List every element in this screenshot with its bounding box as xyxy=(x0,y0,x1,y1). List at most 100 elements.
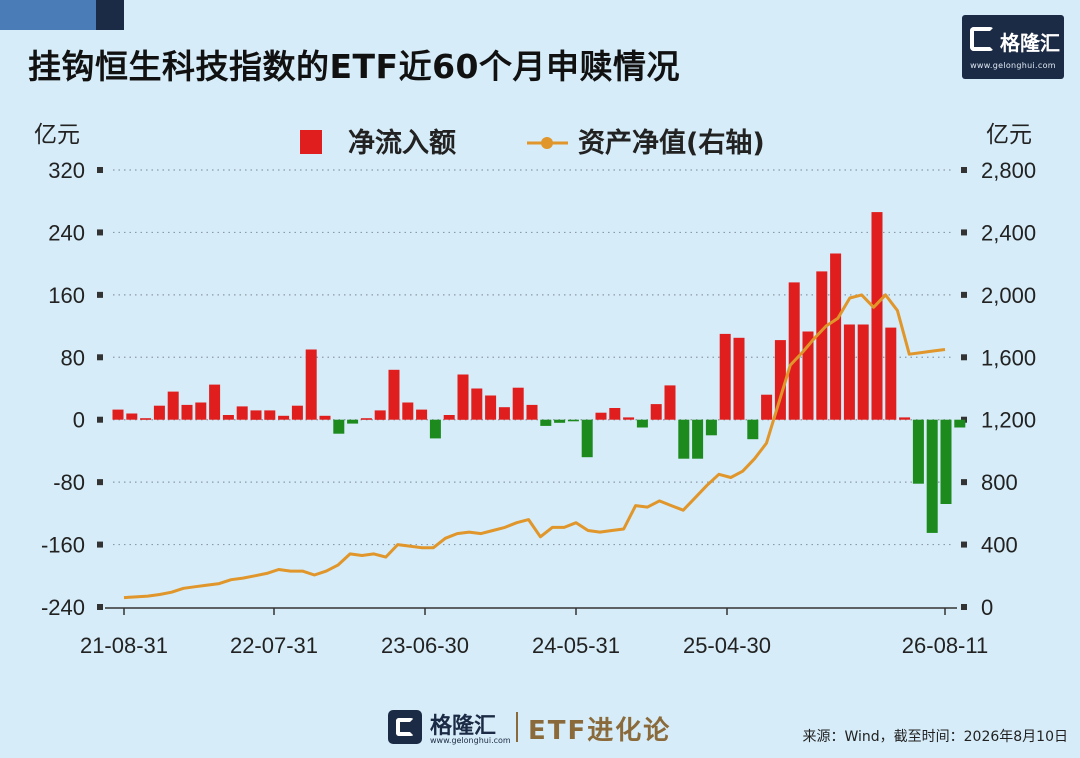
right-tick-mark xyxy=(961,354,967,361)
legend-bar-swatch xyxy=(300,130,322,154)
logo-name: 格隆汇 xyxy=(1000,31,1060,55)
inflow-bar xyxy=(885,327,897,420)
outflow-bar xyxy=(678,419,690,459)
inflow-bar xyxy=(761,394,773,420)
inflow-bar xyxy=(250,410,262,420)
left-tick-label: -80 xyxy=(53,470,85,495)
inflow-bar xyxy=(402,402,414,420)
outflow-bar xyxy=(912,419,924,484)
right-tick-label: 1,600 xyxy=(981,345,1036,370)
right-tick-mark xyxy=(961,291,967,298)
left-tick-label: 80 xyxy=(61,345,85,370)
x-tick-label: 26-08-11 xyxy=(902,633,988,658)
inflow-bar xyxy=(788,282,800,420)
inflow-bar xyxy=(153,405,165,420)
inflow-bar xyxy=(595,412,607,420)
x-tick-label: 23-06-30 xyxy=(381,633,469,658)
inflow-bar xyxy=(485,395,497,420)
legend-line-marker xyxy=(541,137,553,149)
inflow-bar xyxy=(209,384,221,420)
footer-logo-name: 格隆汇 xyxy=(430,714,497,739)
inflow-bar xyxy=(291,405,303,420)
right-tick-mark xyxy=(961,167,967,173)
outflow-bar xyxy=(954,419,966,428)
inflow-bar xyxy=(457,374,469,420)
inflow-bar xyxy=(360,418,372,420)
inflow-bar xyxy=(899,417,911,420)
inflow-bar xyxy=(126,413,138,420)
right-tick-label: 2,400 xyxy=(981,220,1036,245)
outflow-bar xyxy=(636,419,648,428)
outflow-bar xyxy=(940,419,952,504)
legend-bar-label: 净流入额 xyxy=(348,128,456,159)
inflow-bar xyxy=(664,385,676,420)
left-tick-mark xyxy=(97,479,103,486)
inflow-bar xyxy=(236,406,248,420)
right-tick-label: 400 xyxy=(981,533,1018,558)
outflow-bar xyxy=(692,419,704,459)
outflow-bar xyxy=(926,419,938,533)
right-tick-label: 2,800 xyxy=(981,158,1036,183)
inflow-bar xyxy=(140,418,152,420)
outflow-bar xyxy=(747,419,759,440)
outflow-bar xyxy=(347,419,359,424)
x-tick-label: 21-08-31 xyxy=(80,633,168,658)
inflow-bar xyxy=(471,388,483,420)
inflow-bar xyxy=(526,404,538,420)
right-tick-label: 1,200 xyxy=(981,408,1036,433)
left-tick-mark xyxy=(97,541,103,548)
brand-logo: 格隆汇 www.gelonghui.com xyxy=(962,15,1064,79)
inflow-bar xyxy=(623,417,635,420)
inflow-bar xyxy=(512,387,524,420)
outflow-bar xyxy=(705,419,717,436)
left-tick-mark xyxy=(97,167,103,173)
left-tick-mark xyxy=(97,229,103,236)
footer-divider xyxy=(516,712,518,742)
left-tick-mark xyxy=(97,416,103,423)
logo-g-icon xyxy=(970,27,994,51)
page-title: 挂钩恒生科技指数的ETF近60个月申赎情况 xyxy=(28,47,681,86)
footer-logo-url: www.gelonghui.com xyxy=(430,736,511,745)
inflow-bar xyxy=(816,271,828,420)
left-tick-label: 320 xyxy=(48,158,85,183)
right-tick-label: 800 xyxy=(981,470,1018,495)
right-axis-unit: 亿元 xyxy=(986,122,1032,148)
inflow-bar xyxy=(650,404,662,420)
inflow-bar xyxy=(416,409,428,420)
footer-g-icon xyxy=(388,710,422,744)
source-note: 来源：Wind，截至时间：2026年8月10日 xyxy=(802,729,1068,745)
inflow-bar xyxy=(857,324,869,420)
inflow-bar xyxy=(167,391,179,420)
right-tick-mark xyxy=(961,541,967,548)
right-tick-label: 2,000 xyxy=(981,283,1036,308)
inflow-bar xyxy=(733,337,745,420)
inflow-bar xyxy=(719,333,731,420)
inflow-bar xyxy=(112,409,124,420)
right-tick-mark xyxy=(961,479,967,486)
outflow-bar xyxy=(567,419,579,422)
inflow-bar xyxy=(802,331,814,420)
inflow-bar xyxy=(374,410,386,420)
nav-line xyxy=(123,293,946,600)
footer-brand: ETF进化论 xyxy=(528,716,672,746)
inflow-bar xyxy=(278,415,290,420)
outflow-bar xyxy=(429,419,441,439)
footer-logo: 格隆汇 www.gelonghui.com ETF进化论 xyxy=(388,706,718,746)
inflow-bar xyxy=(830,253,842,420)
left-tick-label: 0 xyxy=(73,408,85,433)
right-tick-label: 0 xyxy=(981,595,993,620)
left-tick-label: -240 xyxy=(41,595,85,620)
chart: 320 2,800 240 2,400 160 2,000 80 1,600 0 1,200 -80… xyxy=(34,122,1036,658)
legend-line-label: 资产净值(右轴) xyxy=(578,128,765,159)
outflow-bar xyxy=(581,419,593,458)
inflow-bar xyxy=(774,340,786,420)
inflow-bar xyxy=(181,404,193,420)
outflow-bar xyxy=(333,419,345,434)
x-tick-label: 25-04-30 xyxy=(683,633,771,658)
left-tick-label: 240 xyxy=(48,220,85,245)
logo-url: www.gelonghui.com xyxy=(970,61,1056,70)
inflow-bar xyxy=(843,324,855,420)
left-tick-mark xyxy=(97,291,103,298)
outflow-bar xyxy=(554,419,566,423)
inflow-bar xyxy=(264,410,276,420)
